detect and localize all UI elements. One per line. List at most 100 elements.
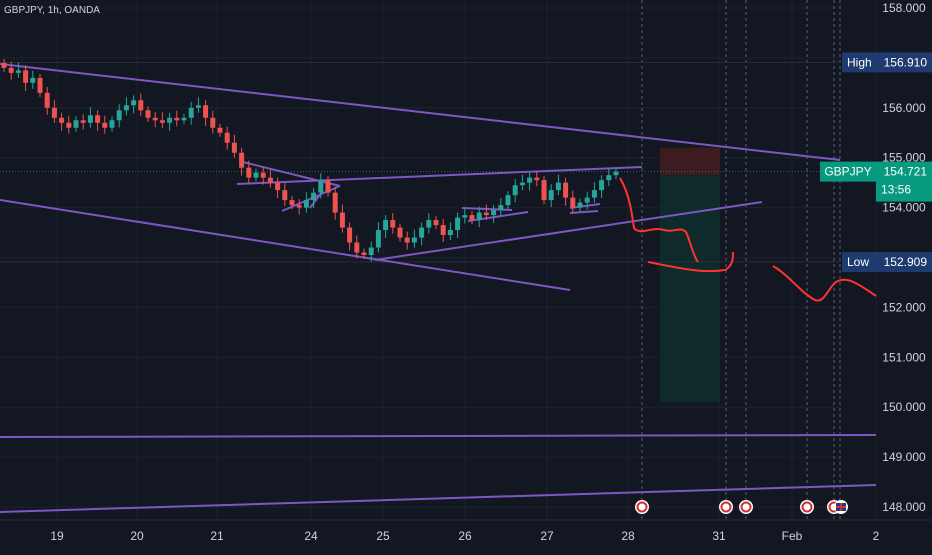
symbol-title: GBPJPY, 1h, OANDA xyxy=(4,5,100,16)
time-tick-label: 26 xyxy=(458,529,472,543)
candle-body xyxy=(59,117,65,123)
candle-body xyxy=(563,182,569,198)
candle-body xyxy=(483,212,489,216)
candle-body xyxy=(419,227,425,238)
candle-body xyxy=(404,237,410,243)
candle-body xyxy=(440,225,446,236)
stop-loss-zone[interactable] xyxy=(660,147,720,176)
candle-body xyxy=(491,210,497,216)
trendline[interactable] xyxy=(0,63,841,161)
candle-body xyxy=(447,230,453,236)
candle-body xyxy=(224,132,230,143)
high-label-text: High xyxy=(847,55,872,69)
candle-body xyxy=(426,220,432,228)
candle-body xyxy=(505,195,511,206)
candle-body xyxy=(109,120,115,128)
candle-body xyxy=(188,107,194,118)
candle-body xyxy=(260,172,266,178)
candle-body xyxy=(195,105,201,108)
low-label-price: 152.909 xyxy=(884,255,928,269)
candle-body xyxy=(347,227,353,243)
candle-body xyxy=(390,220,396,228)
event-marker-4[interactable] xyxy=(800,500,814,514)
candle-body xyxy=(73,120,79,128)
price-tick-label: 152.000 xyxy=(882,300,926,314)
projection-retest[interactable] xyxy=(647,251,734,273)
candle-body xyxy=(253,172,259,178)
candle-body xyxy=(275,182,281,191)
candle-body xyxy=(383,220,389,231)
trendline[interactable] xyxy=(0,199,571,291)
candle-body xyxy=(152,117,158,121)
candle-body xyxy=(476,212,482,221)
candle-body xyxy=(548,190,554,201)
candle-body xyxy=(246,167,252,178)
candle-body xyxy=(361,252,367,256)
candle-body xyxy=(116,110,122,121)
candle-body xyxy=(131,100,137,106)
candle-body xyxy=(181,117,187,121)
trendline[interactable] xyxy=(236,166,643,185)
candle-body xyxy=(23,70,29,83)
candle-body xyxy=(44,92,50,108)
candle-body xyxy=(332,192,338,213)
event-markers[interactable] xyxy=(635,500,848,514)
bar-countdown: 13:56 xyxy=(881,183,911,197)
candle-body xyxy=(145,110,151,118)
event-marker-2[interactable] xyxy=(719,500,733,514)
price-tick-label: 150.000 xyxy=(882,400,926,414)
candle-body xyxy=(1,62,7,68)
event-marker-5[interactable] xyxy=(827,500,848,514)
trendline[interactable] xyxy=(374,201,763,261)
last-price-symbol: GBPJPY xyxy=(824,165,871,179)
candle-body xyxy=(296,205,302,208)
projection-drop[interactable] xyxy=(619,177,699,263)
candle-body xyxy=(267,177,273,183)
time-axis[interactable]: 19 20 21 24 25 26 27 28 31 Feb 2 xyxy=(0,519,932,543)
event-marker-3[interactable] xyxy=(739,500,753,514)
candle-body xyxy=(591,190,597,198)
candle-body xyxy=(15,70,21,73)
projection-continuation[interactable] xyxy=(772,265,877,302)
candle-body xyxy=(527,177,533,183)
price-tick-label: 156.000 xyxy=(882,101,926,115)
candle-body xyxy=(498,205,504,211)
last-price-label: GBPJPY 154.721 13:56 xyxy=(820,161,932,202)
projection-path xyxy=(619,177,877,302)
candle-body xyxy=(599,180,605,191)
candle-body xyxy=(534,177,540,181)
candle-body xyxy=(303,200,309,208)
time-tick-label: Feb xyxy=(782,529,803,543)
candle-body xyxy=(80,120,86,123)
candle-body xyxy=(51,107,57,118)
candle-body xyxy=(368,247,374,256)
candle-body xyxy=(375,230,381,248)
candle-body xyxy=(311,192,317,201)
position-zones xyxy=(660,147,720,403)
candle-body xyxy=(174,117,180,121)
trendline[interactable] xyxy=(242,161,341,187)
candle-body xyxy=(613,171,619,176)
last-price-value: 154.721 xyxy=(884,165,928,179)
candle-body xyxy=(339,212,345,228)
candle-body xyxy=(231,142,237,153)
trendline[interactable] xyxy=(0,434,877,438)
candle-body xyxy=(66,122,72,128)
candle-body xyxy=(555,182,561,191)
trendline[interactable] xyxy=(461,207,513,211)
candle-body xyxy=(167,117,173,123)
trendline[interactable] xyxy=(569,210,599,214)
candle-body xyxy=(102,122,108,128)
low-label: Low 152.909 xyxy=(842,252,932,273)
candle-body xyxy=(519,182,525,186)
price-tick-label: 151.000 xyxy=(882,350,926,364)
candle-body xyxy=(217,127,223,133)
event-marker-1[interactable] xyxy=(635,500,649,514)
candle-body xyxy=(584,197,590,203)
time-tick-label: 19 xyxy=(50,529,64,543)
candle-body xyxy=(95,115,101,123)
trendline[interactable] xyxy=(0,484,877,513)
candle-body xyxy=(30,77,36,83)
